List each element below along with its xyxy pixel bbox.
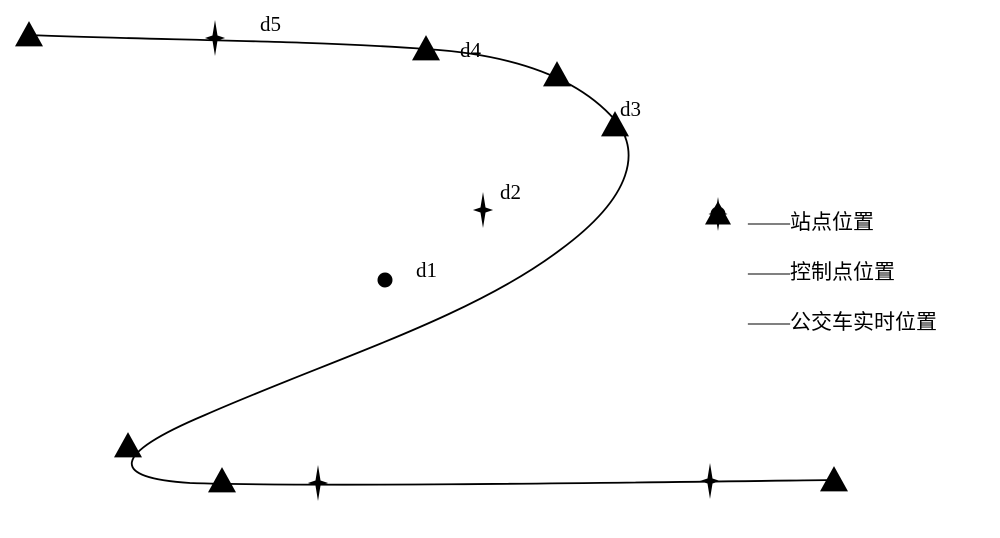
- label-d4: d4: [460, 38, 481, 63]
- legend-row-bus: ——公交车实时位置: [700, 296, 937, 346]
- legend-text-control: ——控制点位置: [748, 256, 895, 286]
- label-d5: d5: [260, 12, 281, 37]
- legend-row-control: ——控制点位置: [700, 246, 937, 296]
- label-d1: d1: [416, 258, 437, 283]
- legend-text-bus: ——公交车实时位置: [748, 306, 937, 336]
- legend-text-station: ——站点位置: [748, 206, 874, 236]
- legend: ——站点位置 ——控制点位置 ——公交车实时位置: [700, 196, 937, 346]
- label-d2: d2: [500, 180, 521, 205]
- label-d3: d3: [620, 97, 641, 122]
- diagram-canvas: d1 d2 d3 d4 d5 ——站点位置 ——控制点位置 ——公交车实时位置: [0, 0, 1000, 538]
